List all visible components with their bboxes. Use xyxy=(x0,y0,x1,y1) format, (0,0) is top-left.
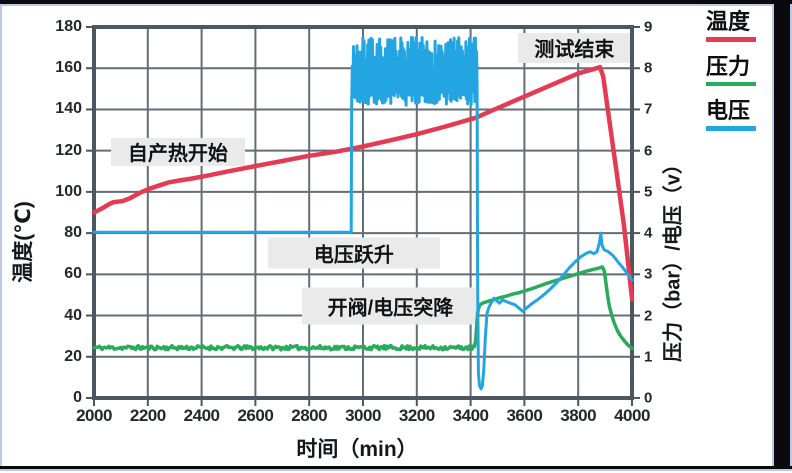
y-left-tick-label: 0 xyxy=(73,389,82,406)
annotation-label: 电压跃升 xyxy=(267,237,440,269)
y-left-tick-label: 80 xyxy=(64,224,82,242)
x-tick-label: 3600 xyxy=(506,406,543,425)
y-right-tick-label: 5 xyxy=(644,183,653,201)
x-tick-label: 3200 xyxy=(398,406,435,425)
y-right-tick-label: 6 xyxy=(644,142,653,160)
legend-color-bar xyxy=(706,81,756,86)
y-left-tick-label: 60 xyxy=(64,265,82,283)
legend-label: 电压 xyxy=(706,98,751,123)
annotation-label: 开阀/电压突降 xyxy=(302,287,479,325)
y-left-tick-label: 180 xyxy=(55,18,82,35)
x-tick-label: 4000 xyxy=(614,406,650,425)
y-right-tick-label: 8 xyxy=(644,59,653,77)
x-tick-label: 2200 xyxy=(129,406,166,425)
legend: 温度 压力 电压 xyxy=(706,9,756,143)
x-axis-title: 时间（min） xyxy=(296,438,418,461)
y-right-tick-label: 7 xyxy=(644,100,653,118)
legend-item: 压力 xyxy=(706,53,756,86)
y-left-tick-label: 100 xyxy=(55,182,82,200)
y-right-tick-label: 2 xyxy=(644,307,653,325)
x-tick-label: 2600 xyxy=(237,406,274,425)
legend-item: 电压 xyxy=(706,98,756,131)
frame-border-right-outer xyxy=(790,4,792,469)
frame-border-left xyxy=(0,4,2,471)
frame-bottom-bar xyxy=(0,466,792,469)
y-right-axis-title: 压力（bar）/电压（v） xyxy=(662,154,685,362)
legend-label: 温度 xyxy=(706,9,751,34)
y-right-tick-label: 0 xyxy=(644,389,653,407)
x-tick-label: 3800 xyxy=(560,406,597,425)
frame-border-top xyxy=(0,4,792,6)
y-left-tick-label: 140 xyxy=(55,100,82,118)
x-tick-label: 3400 xyxy=(452,406,489,425)
legend-label: 压力 xyxy=(706,53,751,79)
x-tick-label: 2400 xyxy=(183,406,220,425)
y-left-axis-title: 温度(℃) xyxy=(12,201,35,283)
frame-top-bar xyxy=(0,0,792,4)
x-tick-label: 2800 xyxy=(291,406,328,425)
y-right-tick-label: 3 xyxy=(644,265,653,283)
legend-item: 温度 xyxy=(706,9,756,42)
annotation-label: 自产热开始 xyxy=(110,137,245,166)
y-left-tick-label: 120 xyxy=(55,141,82,159)
legend-color-bar xyxy=(706,126,756,131)
frame-border-bottom xyxy=(0,469,792,471)
y-left-tick-label: 160 xyxy=(55,59,82,77)
frame-border-right-inner xyxy=(772,4,774,466)
annotation-label: 测试结束 xyxy=(518,32,631,63)
y-left-tick-label: 40 xyxy=(64,306,82,324)
x-tick-label: 3000 xyxy=(345,406,381,425)
y-right-tick-label: 1 xyxy=(644,348,653,366)
legend-color-bar xyxy=(706,37,756,42)
y-right-tick-label: 4 xyxy=(644,224,653,242)
x-tick-label: 2000 xyxy=(76,406,112,425)
frame-right-bar xyxy=(774,4,790,466)
y-left-tick-label: 20 xyxy=(64,347,82,365)
y-right-tick-label: 9 xyxy=(644,18,653,36)
